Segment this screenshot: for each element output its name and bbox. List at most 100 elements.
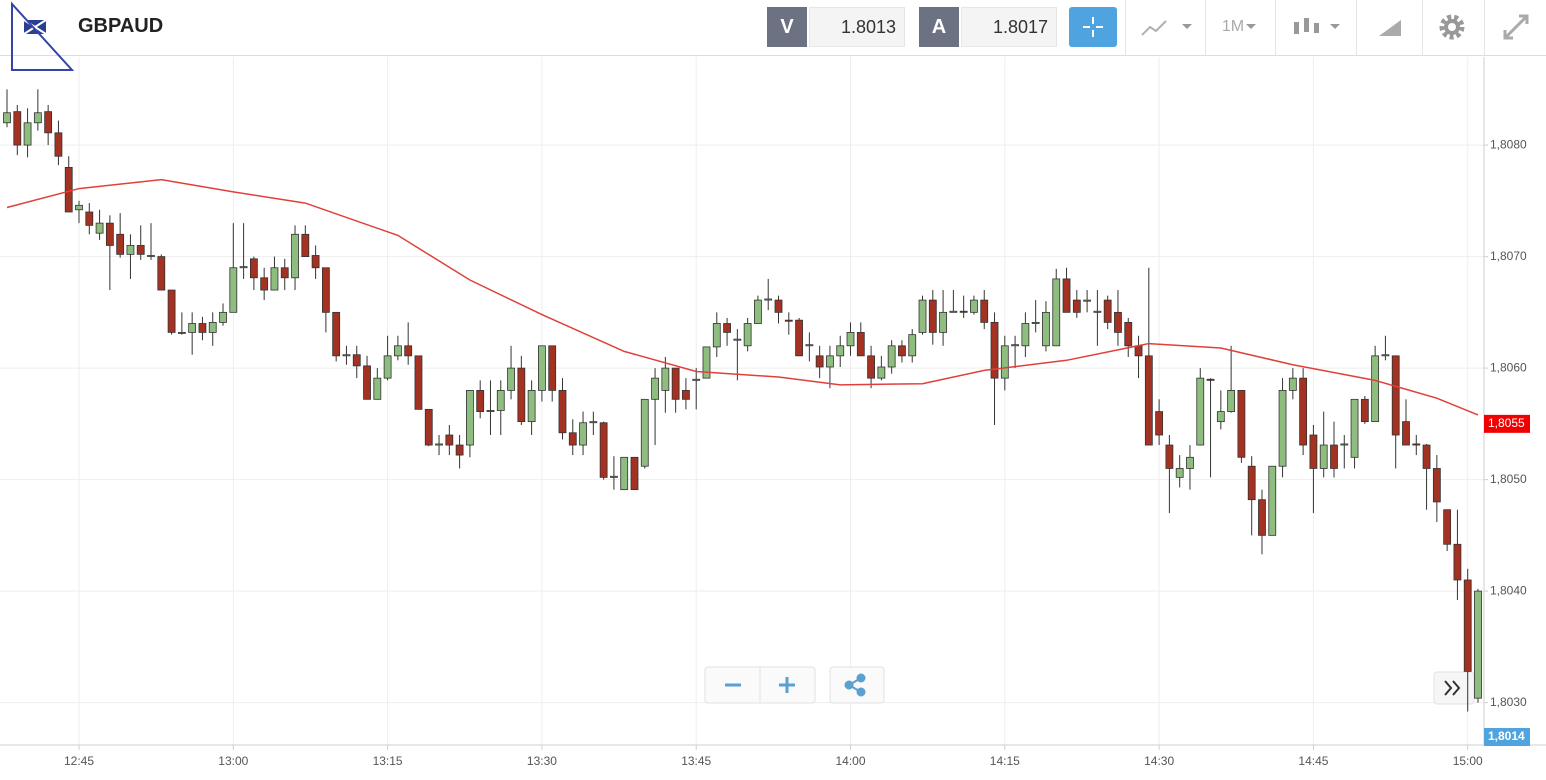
candle-body	[229, 267, 238, 313]
candle-body	[1247, 465, 1256, 501]
ask-label: A	[919, 7, 959, 47]
candle-body	[301, 233, 310, 257]
candle-body	[1093, 310, 1102, 313]
candle-body	[733, 338, 742, 341]
candle-body	[116, 233, 125, 255]
candle-body	[754, 299, 762, 324]
candle-body	[599, 422, 608, 478]
candle-body	[13, 111, 22, 146]
candle-body	[311, 255, 320, 269]
bid-price[interactable]: 1.8013	[809, 7, 905, 47]
candle-body	[764, 298, 773, 301]
candle-body	[846, 332, 855, 347]
candle-body	[1299, 377, 1308, 446]
candle-body	[1432, 468, 1441, 503]
x-tick-label: 13:30	[527, 754, 557, 768]
candle-body	[908, 334, 917, 357]
candle-body	[682, 390, 690, 400]
candle-body	[661, 367, 670, 391]
candle-body	[970, 299, 978, 313]
candle-body	[54, 132, 63, 157]
share-box[interactable]	[829, 666, 885, 704]
candle-body	[1309, 434, 1318, 469]
candle-body	[784, 319, 793, 322]
candle-body	[270, 267, 279, 291]
ask-price[interactable]: 1.8017	[961, 7, 1057, 47]
candle-body	[1083, 299, 1092, 302]
candle-body	[404, 345, 413, 357]
candle-body	[188, 323, 197, 333]
separator	[1356, 0, 1357, 56]
candle-body	[486, 410, 495, 412]
candle-body	[671, 367, 680, 400]
zoom-in[interactable]	[779, 677, 795, 693]
x-tick-label: 14:15	[990, 754, 1020, 768]
zoom-controls	[704, 666, 1475, 705]
candle-body	[177, 332, 186, 334]
y-tick-label: 1,8050	[1490, 472, 1527, 486]
candle-body	[1453, 543, 1462, 581]
scroll-end-button[interactable]	[1433, 671, 1475, 705]
candle-body	[620, 456, 629, 491]
draw-button[interactable]	[1370, 7, 1410, 47]
x-tick-label: 13:00	[218, 754, 248, 768]
candle-body	[959, 310, 968, 313]
candle-body	[1288, 377, 1297, 391]
ma-value-tag	[1484, 414, 1530, 433]
candle-body	[157, 256, 166, 291]
fullscreen-button[interactable]	[1496, 7, 1536, 47]
separator	[1484, 0, 1485, 56]
candle-body	[424, 408, 433, 446]
candle-body	[466, 390, 474, 446]
separator	[1205, 0, 1206, 56]
candle-body	[342, 354, 351, 357]
candle-body	[1124, 321, 1133, 347]
candle-body	[1278, 390, 1287, 467]
candle-body	[1330, 444, 1338, 469]
x-tick-label: 14:00	[835, 754, 865, 768]
candle-body	[1196, 377, 1205, 446]
candle-body	[291, 233, 299, 279]
chart-type-button[interactable]	[1140, 7, 1195, 47]
candle-body	[1165, 444, 1174, 469]
separator	[1125, 0, 1126, 56]
candle-icon	[1294, 18, 1340, 34]
candle-body	[702, 346, 711, 379]
candle-body	[1340, 443, 1349, 446]
candle-body	[836, 345, 845, 357]
x-tick-label: 14:30	[1144, 754, 1174, 768]
candle-body	[990, 321, 999, 379]
candle-style-button[interactable]	[1290, 7, 1346, 47]
candle-body	[1021, 323, 1030, 347]
settings-button[interactable]	[1434, 7, 1470, 47]
candle-body	[383, 355, 392, 379]
ma-value-label: 1,8055	[1488, 416, 1525, 430]
draw-icon	[1379, 20, 1401, 36]
candle-body	[877, 366, 886, 379]
candle-body	[393, 345, 402, 357]
candle-body	[167, 289, 176, 333]
candle-body	[219, 311, 227, 323]
candle-body	[85, 211, 94, 226]
candle-body	[1381, 354, 1390, 357]
timeframe-button[interactable]: 1M	[1215, 7, 1265, 47]
logo-triangle	[11, 1, 75, 71]
x-tick-label: 15:00	[1453, 754, 1483, 768]
moving-average	[6, 178, 1479, 416]
candle-body	[568, 432, 577, 446]
price-tag-label: 1,8014	[1488, 729, 1525, 743]
candle-body	[1443, 509, 1452, 545]
x-tick-label: 13:15	[373, 754, 403, 768]
candle-body	[1062, 278, 1071, 313]
candle-body	[1391, 355, 1400, 436]
candle-body	[867, 355, 875, 379]
candle-body	[712, 323, 721, 348]
candle-body	[856, 332, 865, 357]
x-tick-label: 13:45	[681, 754, 711, 768]
candle-body	[496, 390, 505, 411]
candle-body	[126, 245, 135, 255]
candle-body	[476, 390, 485, 412]
candle-body	[1412, 443, 1421, 446]
crosshair-button[interactable]	[1069, 7, 1117, 47]
